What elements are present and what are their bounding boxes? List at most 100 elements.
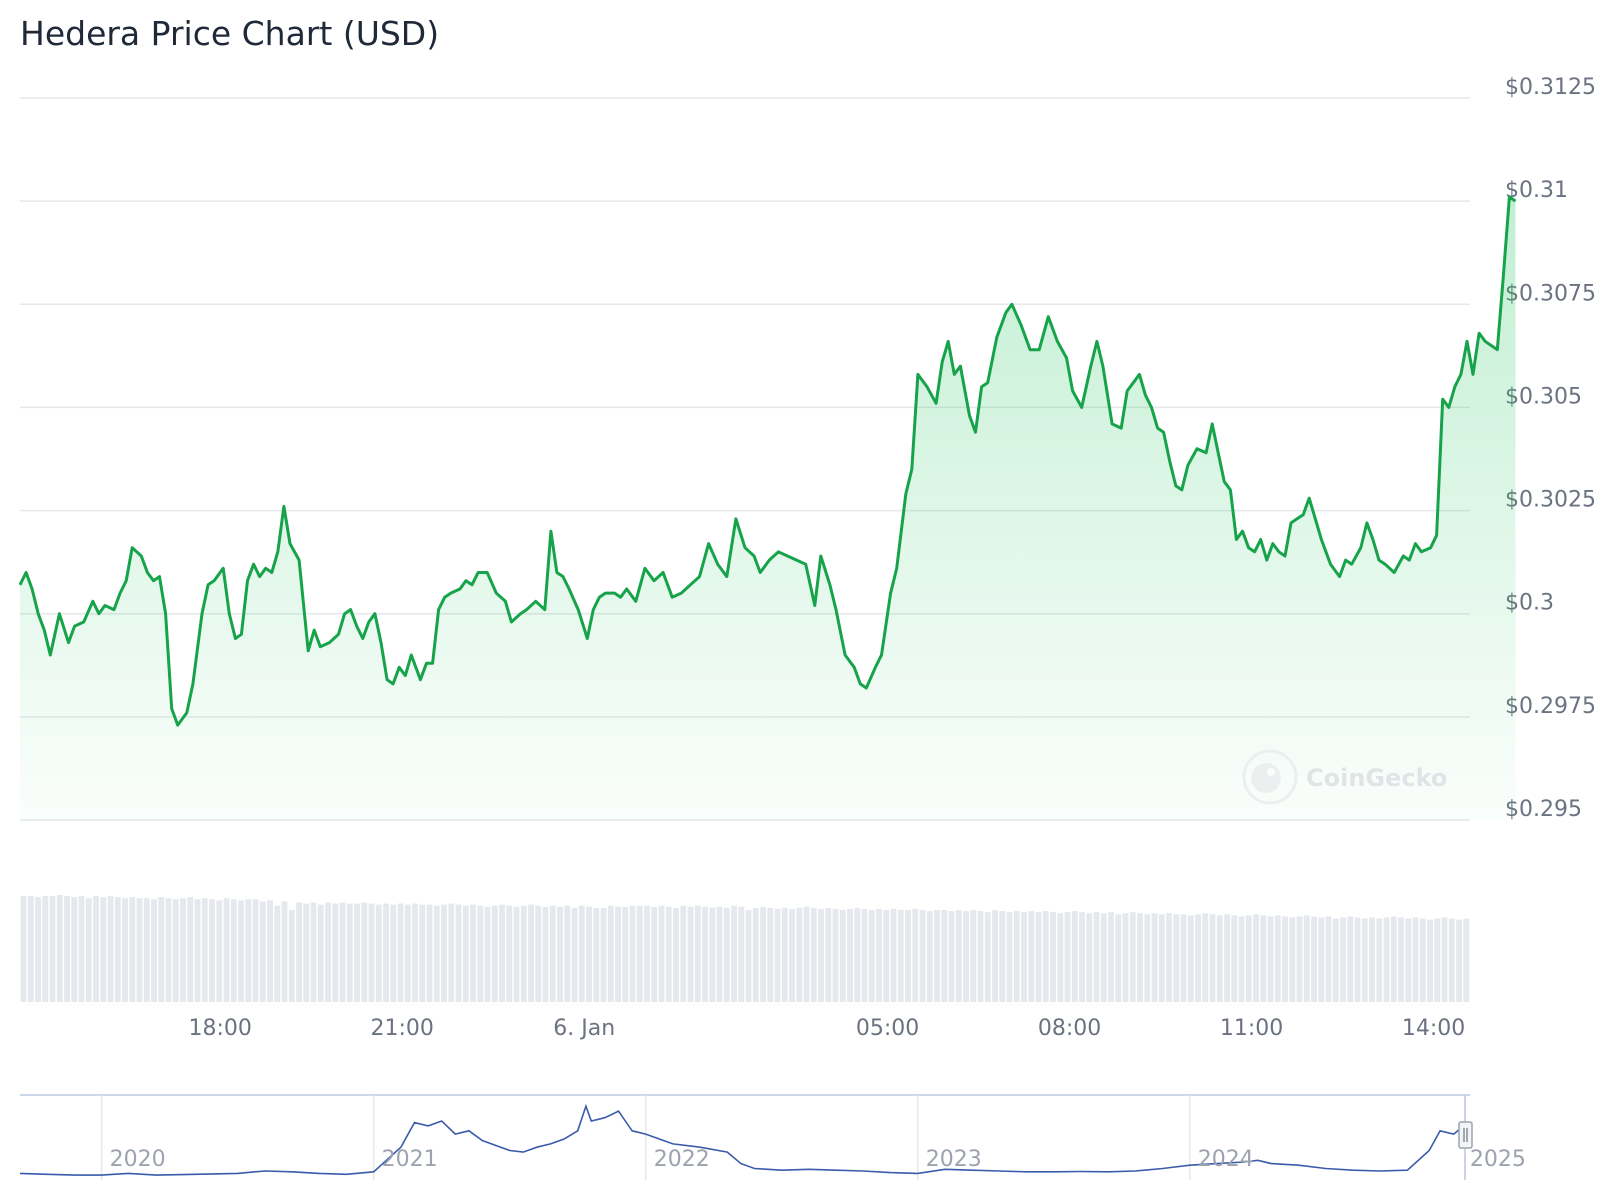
volume-bar: [810, 907, 817, 1002]
volume-bar: [774, 908, 781, 1002]
volume-bar: [506, 905, 513, 1002]
volume-bar: [1064, 912, 1071, 1002]
x-tick-label: 11:00: [1220, 1016, 1283, 1041]
volume-bar: [934, 909, 940, 1002]
x-tick-label: 14:00: [1402, 1016, 1465, 1041]
volume-bar: [1260, 915, 1267, 1002]
volume-bar: [1115, 914, 1122, 1002]
volume-bar: [513, 906, 520, 1002]
volume-bar: [687, 906, 694, 1002]
volume-bar: [1303, 915, 1310, 1002]
volume-bar: [767, 907, 774, 1002]
volume-bar: [926, 911, 933, 1002]
volume-bar: [78, 896, 85, 1002]
volume-bar: [1318, 917, 1325, 1002]
volume-bar: [890, 908, 897, 1002]
volume-bar: [1202, 913, 1209, 1002]
volume-bar: [963, 911, 969, 1002]
volume-bar: [1006, 912, 1013, 1002]
volume-bar: [651, 906, 658, 1002]
volume-bar: [1100, 913, 1107, 1002]
volume-bar: [42, 896, 49, 1002]
price-line[interactable]: [18, 195, 1517, 727]
volume-bar: [245, 899, 252, 1002]
volume-bar: [27, 896, 34, 1002]
volume-bar: [984, 912, 991, 1002]
y-axis: $0.3125$0.31$0.3075$0.305$0.3025$0.3$0.2…: [1505, 75, 1596, 822]
volume-bar: [535, 905, 542, 1002]
y-tick-label: $0.3075: [1505, 281, 1596, 306]
volume-bar: [818, 908, 824, 1002]
volume-bar: [143, 898, 150, 1002]
volume-bar: [622, 906, 629, 1002]
volume-bar: [223, 898, 230, 1002]
volume-bar: [955, 909, 962, 1002]
volume-bar: [1209, 914, 1216, 1002]
volume-bar: [462, 905, 469, 1002]
volume-bar: [455, 904, 462, 1002]
volume-bar: [361, 902, 368, 1002]
volume-bar: [752, 907, 759, 1002]
volume-bar: [252, 899, 259, 1002]
volume-bar: [992, 909, 998, 1002]
volume-bars: [20, 895, 1470, 1002]
volume-bar: [789, 908, 795, 1002]
navigator[interactable]: 2020 2021 2022 2023 2024 2025: [19, 1094, 1526, 1180]
y-tick-label: $0.2975: [1505, 694, 1596, 719]
volume-bar: [1340, 917, 1346, 1002]
navigator-handle[interactable]: [1458, 1095, 1473, 1180]
volume-bar: [274, 905, 281, 1002]
volume-bar: [1405, 918, 1412, 1002]
volume-bar: [912, 908, 919, 1002]
volume-bar: [600, 907, 607, 1002]
volume-bar: [1361, 918, 1368, 1002]
volume-bar: [238, 900, 244, 1002]
volume-bar: [919, 909, 926, 1002]
volume-bar: [549, 905, 556, 1002]
volume-bar: [201, 898, 208, 1002]
volume-bar: [593, 907, 600, 1002]
volume-bar: [397, 903, 404, 1002]
volume-bar: [723, 907, 730, 1002]
volume-bar: [644, 905, 650, 1002]
volume-bar: [71, 897, 78, 1002]
navigator-tick-label: 2020: [110, 1147, 166, 1172]
volume-bar: [433, 905, 440, 1002]
volume-bar: [1369, 917, 1375, 1002]
volume-bar: [470, 904, 476, 1002]
watermark-text: CoinGecko: [1306, 764, 1447, 792]
volume-bar: [1419, 918, 1426, 1002]
x-axis: 18:00 21:00 6. Jan 05:00 08:00 11:00 14:00: [189, 1016, 1466, 1041]
volume-bar: [259, 901, 266, 1002]
volume-bar: [847, 908, 853, 1002]
volume-bar: [542, 906, 549, 1002]
volume-bar: [20, 896, 27, 1002]
volume-bar: [673, 907, 679, 1002]
x-tick-label: 21:00: [371, 1016, 434, 1041]
volume-bar: [216, 900, 223, 1002]
volume-bar: [107, 896, 114, 1002]
volume-bar: [325, 902, 331, 1002]
volume-bar: [1144, 914, 1151, 1002]
volume-bar: [390, 904, 397, 1002]
volume-bar: [832, 908, 839, 1002]
volume-bar: [1093, 912, 1100, 1002]
volume-bar: [122, 898, 128, 1002]
volume-bar: [194, 899, 201, 1002]
volume-bar: [419, 904, 426, 1002]
volume-bar: [93, 896, 99, 1002]
volume-bar: [876, 908, 882, 1002]
volume-bar: [1079, 912, 1085, 1002]
volume-bar: [1238, 916, 1245, 1002]
volume-bar: [1166, 913, 1172, 1002]
volume-bar: [484, 906, 491, 1002]
volume-bar: [267, 900, 273, 1002]
x-tick-label: 18:00: [189, 1016, 252, 1041]
navigator-tick-label: 2024: [1198, 1147, 1254, 1172]
watermark: CoinGecko: [1242, 749, 1447, 805]
volume-bar: [1325, 916, 1332, 1002]
volume-bar: [383, 903, 389, 1002]
volume-bar: [1013, 911, 1020, 1002]
volume-bar: [426, 904, 433, 1002]
